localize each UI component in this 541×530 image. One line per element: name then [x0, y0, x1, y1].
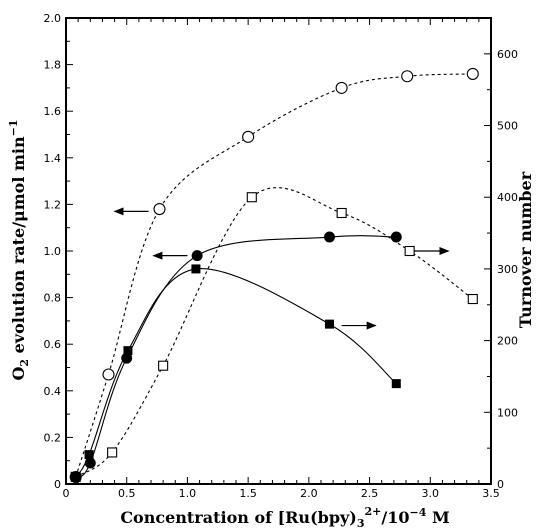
data-point-open-square [158, 360, 169, 371]
x-tick-label: 3.5 [482, 487, 500, 500]
series-open-circle-line [75, 73, 473, 478]
data-point-filled-square [71, 472, 81, 482]
ticks-layer: 0 0.5 1.0 1.5 2.0 2.5 3.0 3.500.20.40.60.81.01.… [44, 12, 519, 500]
data-point-open-circle [401, 70, 414, 83]
series-open-square-line [75, 187, 474, 478]
data-point-open-circle [242, 130, 255, 143]
y-right-tick-label: 400 [497, 191, 518, 204]
y-right-tick-label: 200 [497, 335, 518, 348]
x-tick-label: 1.5 [239, 487, 257, 500]
markers-layer [69, 67, 479, 484]
data-point-filled-square [84, 450, 94, 460]
x-tick-label: 2.5 [361, 487, 379, 500]
x-tick-label: 3.0 [422, 487, 440, 500]
series-filled-square-line [75, 268, 397, 478]
y-left-tick-label: 0.8 [44, 292, 62, 305]
data-point-filled-square [325, 319, 334, 329]
y-right-tick-label: 100 [497, 406, 518, 419]
y-left-tick-label: 0.6 [44, 338, 62, 351]
y-left-tick-label: 1.0 [44, 245, 62, 258]
y-left-tick-label: 0.2 [44, 431, 62, 444]
y-left-tick-label: 1.6 [44, 105, 62, 118]
y-left-tick-label: 0 [54, 478, 61, 491]
lines-layer [75, 73, 474, 478]
data-point-filled-circle [390, 231, 402, 243]
data-point-open-circle [153, 203, 166, 216]
y-right-tick-label: 0 [497, 478, 504, 491]
data-point-open-square [404, 245, 415, 257]
y-right-tick-label: 600 [497, 48, 518, 61]
data-point-open-square [107, 447, 118, 458]
y-left-tick-label: 1.8 [44, 59, 62, 72]
y-right-axis-label: Turnover number [516, 171, 535, 328]
y-right-tick-label: 300 [497, 263, 518, 276]
data-point-filled-square [123, 346, 133, 356]
data-point-open-square [467, 293, 478, 305]
y-right-tick-label: 500 [497, 120, 518, 133]
data-point-open-circle [335, 81, 348, 94]
y-left-tick-label: 1.2 [44, 198, 62, 211]
x-tick-label: 0 [63, 487, 70, 500]
y-left-axis-label: O2 evolution rate/μmol min−1 [7, 119, 31, 380]
arrows-layer [113, 207, 450, 330]
data-point-open-circle [466, 67, 479, 80]
y-left-tick-label: 0.4 [44, 385, 62, 398]
y-left-tick-label: 1.4 [44, 152, 62, 165]
data-point-open-square [336, 207, 347, 219]
data-point-filled-circle [324, 231, 335, 243]
data-point-open-circle [102, 368, 115, 381]
data-point-filled-square [391, 379, 401, 389]
data-point-open-square [246, 192, 257, 203]
y-left-tick-label: 2.0 [44, 12, 62, 25]
x-tick-label: 0.5 [118, 487, 136, 500]
data-point-filled-circle [84, 457, 96, 469]
x-tick-label: 2.0 [300, 487, 318, 500]
x-tick-label: 1.0 [179, 487, 197, 500]
data-point-filled-square [191, 264, 201, 274]
x-axis-label: Concentration of [Ru(bpy)32+/10−4 M [120, 505, 449, 530]
data-point-filled-circle [191, 250, 203, 262]
